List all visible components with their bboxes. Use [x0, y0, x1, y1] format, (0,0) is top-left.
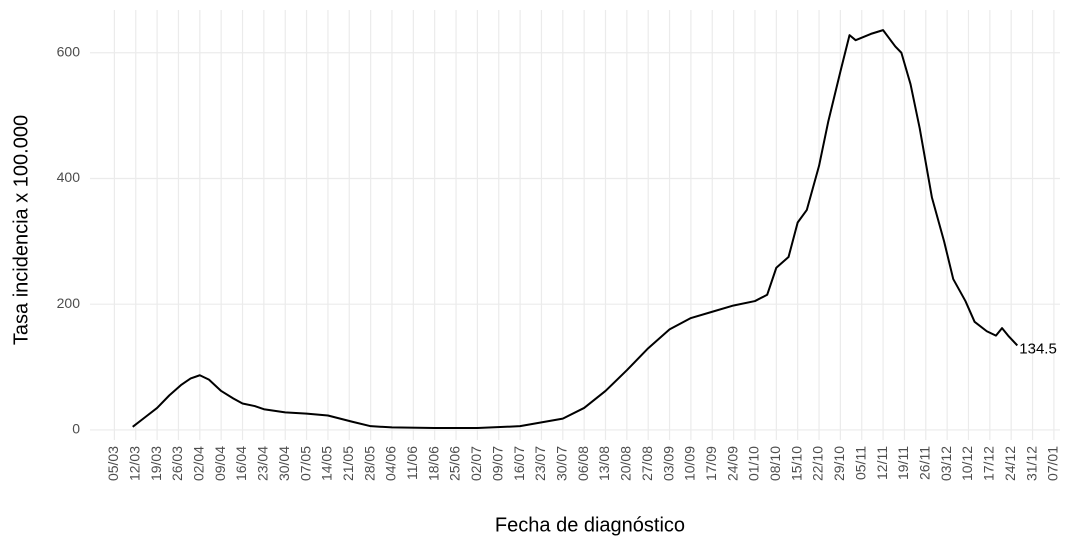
x-tick-label: 06/08	[575, 446, 591, 481]
x-tick-label: 16/07	[511, 446, 527, 481]
x-tick-label: 26/11	[916, 446, 932, 480]
x-tick-label: 19/11	[895, 446, 911, 480]
x-tick-label: 24/09	[724, 446, 740, 481]
x-tick-label: 03/12	[938, 446, 954, 481]
x-tick-label: 07/01	[1045, 446, 1061, 481]
x-tick-label: 26/03	[169, 446, 185, 481]
x-tick-label: 18/06	[425, 446, 441, 481]
x-tick-label: 16/04	[233, 446, 249, 481]
x-tick-label: 05/03	[105, 446, 121, 481]
x-tick-label: 09/07	[489, 446, 505, 481]
x-tick-label: 01/10	[746, 446, 762, 481]
x-tick-label: 27/08	[639, 446, 655, 481]
x-tick-label: 03/09	[660, 446, 676, 481]
x-tick-label: 24/12	[1002, 446, 1018, 481]
x-tick-label: 25/06	[447, 446, 463, 481]
x-tick-label: 12/11	[874, 446, 890, 480]
x-tick-label: 20/08	[618, 446, 634, 481]
x-tick-label: 02/04	[191, 446, 207, 481]
x-tick-label: 28/05	[361, 446, 377, 481]
x-tick-label: 08/10	[767, 446, 783, 481]
y-tick-label: 200	[57, 295, 81, 311]
x-tick-label: 10/09	[682, 446, 698, 481]
x-tick-label: 13/08	[596, 446, 612, 481]
x-tick-label: 15/10	[788, 446, 804, 481]
x-tick-label: 22/10	[810, 446, 826, 481]
x-tick-label: 07/05	[297, 446, 313, 481]
x-tick-label: 21/05	[340, 446, 356, 481]
x-tick-label: 14/05	[319, 446, 335, 481]
x-tick-label: 12/03	[126, 446, 142, 481]
x-tick-label: 23/07	[532, 446, 548, 481]
x-tick-label: 23/04	[255, 446, 271, 481]
x-tick-label: 11/06	[404, 446, 420, 480]
x-tick-label: 30/04	[276, 446, 292, 481]
x-axis-label: Fecha de diagnóstico	[495, 514, 685, 536]
data-label: 134.5	[1019, 340, 1057, 357]
x-tick-label: 05/11	[852, 446, 868, 480]
y-tick-label: 600	[57, 43, 81, 59]
x-tick-label: 09/04	[212, 446, 228, 481]
y-tick-label: 0	[72, 421, 80, 437]
x-tick-label: 30/07	[554, 446, 570, 481]
x-tick-label: 19/03	[148, 446, 164, 481]
x-tick-label: 10/12	[959, 446, 975, 481]
x-tick-label: 17/12	[981, 446, 997, 481]
data-line	[132, 29, 1019, 430]
x-tick-label: 31/12	[1023, 446, 1039, 481]
y-tick-label: 400	[57, 169, 81, 185]
x-tick-label: 17/09	[703, 446, 719, 481]
x-tick-label: 02/07	[468, 446, 484, 481]
x-tick-label: 29/10	[831, 446, 847, 481]
y-axis-label: Tasa incidencia x 100.000	[10, 115, 32, 345]
x-tick-label: 04/06	[383, 446, 399, 481]
